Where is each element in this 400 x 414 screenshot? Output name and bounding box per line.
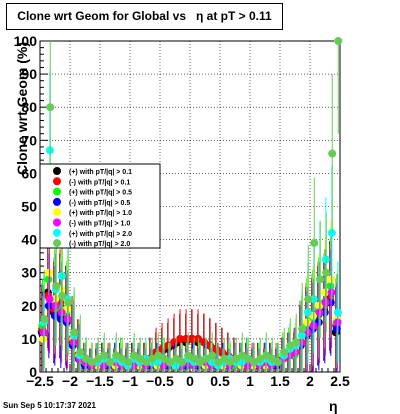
legend-label: (-) with pT/|q| > 0.1 (69, 179, 130, 186)
data-point (196, 358, 205, 367)
data-point (70, 328, 79, 337)
series-7 (40, 37, 343, 372)
data-point (286, 341, 295, 350)
data-point (176, 334, 185, 343)
y-tick-label: 90 (21, 66, 37, 82)
legend-label: (+) with pT/|q| > 1.0 (69, 210, 132, 217)
x-tick-label: −2 (62, 373, 78, 389)
y-axis-title: Clone wrt Geom (%) (14, 41, 30, 175)
data-point (220, 354, 229, 363)
data-point (82, 354, 91, 363)
data-point (172, 354, 181, 363)
legend-marker (53, 167, 61, 175)
data-point (154, 351, 163, 360)
data-point (124, 358, 133, 367)
data-point (112, 351, 121, 360)
x-tick-label: 1 (246, 373, 254, 389)
x-tick-label: −2.5 (26, 373, 54, 389)
data-point (322, 268, 331, 277)
data-point (106, 358, 115, 367)
data-point (148, 354, 157, 363)
y-tick-label: 10 (21, 331, 37, 347)
legend-label: (+) with pT/|q| > 0.1 (69, 169, 132, 176)
data-point (88, 358, 97, 367)
data-point (304, 295, 313, 304)
data-point (160, 354, 169, 363)
x-axis-title: η (329, 398, 338, 414)
y-tick-label: 100 (14, 33, 38, 49)
legend-label: (-) with pT/|q| > 1.0 (69, 221, 130, 228)
data-point (262, 351, 271, 360)
data-point (184, 351, 193, 360)
data-point (46, 103, 55, 112)
x-tick-label: 0.5 (210, 373, 230, 389)
x-tick-label: 2.5 (330, 373, 350, 389)
legend-marker (53, 228, 61, 237)
data-point (316, 275, 325, 284)
data-point (333, 308, 342, 317)
data-point (232, 354, 241, 363)
y-tick-label: 0 (29, 364, 37, 380)
data-point (334, 37, 343, 45)
data-point (190, 354, 199, 363)
legend-marker (53, 218, 61, 227)
data-point (202, 354, 211, 363)
legend-label: (+) with pT/|q| > 2.0 (69, 231, 132, 238)
x-tick-label: 2 (306, 373, 314, 389)
data-point (256, 354, 265, 363)
data-point (208, 351, 217, 360)
data-point (178, 358, 187, 367)
data-point (136, 354, 145, 363)
data-point (244, 354, 253, 363)
legend-marker (53, 208, 61, 217)
data-point (214, 358, 223, 367)
data-point (298, 324, 307, 333)
y-tick-label: 70 (21, 132, 37, 148)
legend-label: (+) with pT/|q| > 0.5 (69, 190, 132, 197)
y-tick-label: 80 (21, 99, 37, 115)
x-tick-label: −1 (122, 373, 138, 389)
data-point (328, 149, 337, 158)
data-point (226, 358, 235, 367)
legend-label: (-) with pT/|q| > 2.0 (69, 241, 130, 248)
y-tick-label: 20 (21, 298, 37, 314)
data-point (292, 338, 301, 347)
y-tick-label: 30 (21, 265, 37, 281)
y-tick-label: 40 (21, 232, 37, 248)
legend-label: (-) with pT/|q| > 0.5 (69, 200, 130, 207)
y-tick-label: 60 (21, 165, 37, 181)
data-point (280, 348, 289, 357)
data-point (58, 291, 67, 300)
data-point (118, 354, 127, 363)
data-point (45, 295, 54, 304)
data-point (142, 358, 151, 367)
x-tick-label: −1.5 (86, 373, 114, 389)
data-point (76, 348, 85, 357)
legend-marker (53, 187, 61, 196)
data-point (64, 298, 73, 307)
data-point (130, 351, 139, 360)
data-point (94, 354, 103, 363)
data-point (250, 358, 259, 367)
y-tick-label: 50 (21, 199, 37, 215)
data-point (274, 358, 283, 367)
legend-marker (53, 177, 61, 186)
x-tick-label: 0 (186, 373, 194, 389)
legend-marker (53, 239, 61, 248)
chart-title: Clone wrt Geom for Global vs η at pT > 0… (6, 3, 283, 30)
x-tick-label: 1.5 (270, 373, 290, 389)
legend-marker (53, 197, 61, 206)
data-point (40, 315, 49, 324)
data-point (268, 354, 277, 363)
data-point (310, 238, 319, 247)
data-point (166, 358, 175, 367)
data-point (52, 281, 61, 290)
x-tick-label: −0.5 (146, 373, 174, 389)
footer-date: Sun Sep 5 10:17:37 2021 (3, 401, 96, 410)
data-point (100, 351, 109, 360)
data-point (238, 351, 247, 360)
data-point (327, 228, 336, 237)
